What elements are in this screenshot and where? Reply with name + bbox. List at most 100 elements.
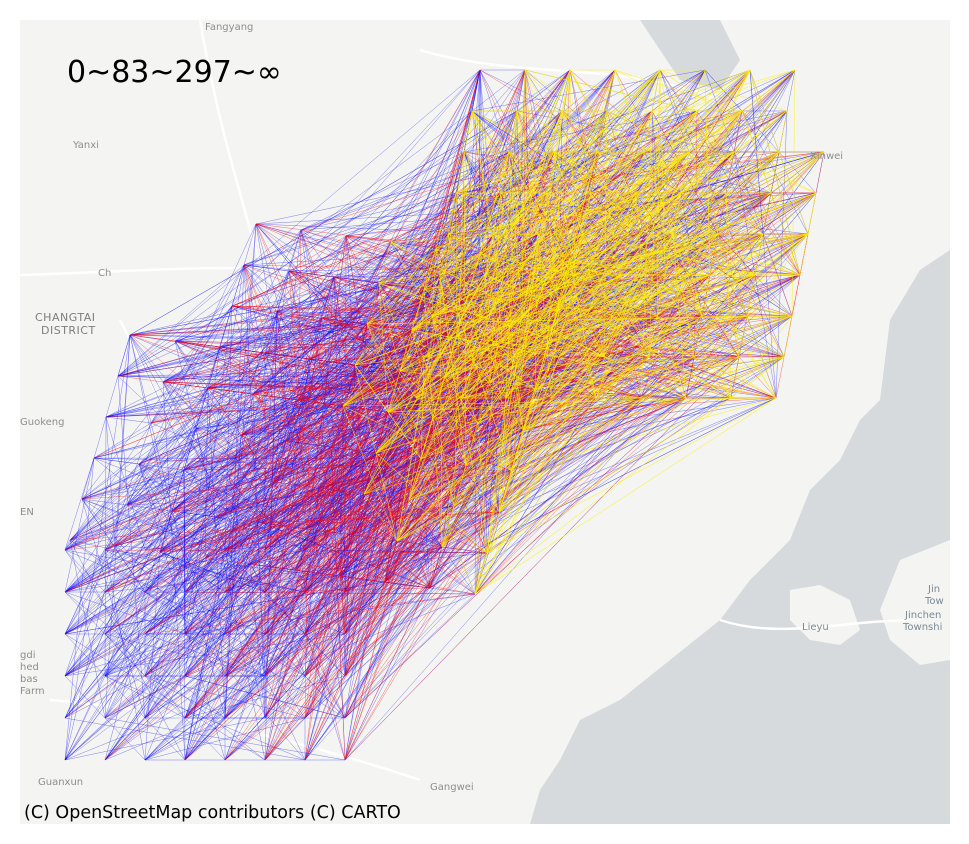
flow-line-2821 <box>465 110 518 466</box>
flow-line-1460 <box>344 356 695 719</box>
island-small <box>540 700 565 725</box>
flow-line-2987 <box>477 388 536 425</box>
flow-line-2239 <box>144 452 377 593</box>
flow-line-3062 <box>486 397 732 554</box>
flow-line-2001 <box>104 294 470 551</box>
flow-line-2731 <box>375 452 488 554</box>
flow-line-3040 <box>465 110 563 466</box>
flow-line-3411 <box>521 69 526 317</box>
flow-line-2692 <box>174 340 470 358</box>
flow-line-3365 <box>471 110 572 267</box>
flow-line-3083 <box>423 288 478 317</box>
flow-line-780 <box>105 416 152 424</box>
flow-line-3442 <box>411 329 479 425</box>
flow-line-1489 <box>184 633 226 677</box>
flow-line-3364 <box>582 233 756 276</box>
island-jinmen <box>880 540 950 665</box>
flow-line-1555 <box>64 557 206 677</box>
flow-line-3282 <box>741 110 801 276</box>
flow-line-2635 <box>105 397 462 418</box>
flow-line-2956 <box>342 151 510 407</box>
flow-line-2677 <box>224 528 308 551</box>
flow-line-2829 <box>378 69 751 284</box>
flow-line-3381 <box>537 110 608 235</box>
flow-line-2645 <box>126 315 613 506</box>
flow-line-3246 <box>693 233 764 358</box>
flow-line-3078 <box>534 388 597 399</box>
flow-line-2859 <box>363 151 780 495</box>
flow-line-3296 <box>411 192 682 331</box>
flow-line-3308 <box>558 274 711 308</box>
flow-line-3019 <box>396 315 703 542</box>
flow-line-3050 <box>534 274 756 390</box>
flow-line-3400 <box>590 151 690 194</box>
flow-line-1200 <box>144 557 206 593</box>
flow-line-2212 <box>396 192 772 542</box>
flow-line-3402 <box>680 151 780 194</box>
map-canvas[interactable] <box>20 20 950 824</box>
flow-line-1516 <box>264 546 443 635</box>
flow-line-1753 <box>64 233 449 551</box>
flow-line-3256 <box>378 282 605 358</box>
flow-line-3346 <box>366 69 661 325</box>
flow-line-1355 <box>144 563 251 719</box>
flow-line-3298 <box>471 110 502 194</box>
flow-line-670 <box>104 358 311 593</box>
flow-line-3194 <box>749 69 801 276</box>
flow-line-2704 <box>216 323 368 518</box>
flow-line-2709 <box>69 388 536 541</box>
flow-line-2556 <box>184 591 476 595</box>
flow-line-3164 <box>614 69 698 112</box>
flow-line-1065 <box>159 551 226 593</box>
flow-line-3446 <box>431 315 470 358</box>
flow-line-2379 <box>224 356 650 719</box>
flow-line-3155 <box>486 397 777 554</box>
flow-line-3258 <box>387 151 510 413</box>
flow-line-2919 <box>387 356 425 413</box>
flow-line-2774 <box>474 397 777 595</box>
flow-line-2343 <box>288 235 347 272</box>
flow-line-1303 <box>64 264 245 635</box>
map-panel[interactable]: Fangyang Yanxi Ch CHANGTAI DISTRICT Guok… <box>20 20 950 824</box>
flow-line-2693 <box>129 334 431 589</box>
flow-line-201 <box>64 334 131 761</box>
flow-line-244 <box>105 416 116 547</box>
flow-line-3399 <box>570 192 727 267</box>
flow-line-3223 <box>492 69 571 235</box>
flow-line-3229 <box>659 69 666 276</box>
flow-line-1708 <box>105 416 146 551</box>
flow-line-3274 <box>375 274 621 454</box>
flow-line-2083 <box>255 223 311 360</box>
flow-line-2668 <box>64 315 568 551</box>
flow-line-2097 <box>522 69 526 431</box>
flow-line-3244 <box>516 110 527 261</box>
flow-line-1160 <box>64 717 306 761</box>
flow-line-3345 <box>730 315 793 399</box>
flow-line-3180 <box>566 315 597 399</box>
place-label-guokeng: Guokeng <box>20 417 65 428</box>
flow-line-1215 <box>64 387 209 551</box>
place-label-jinchen: Jinchen <box>905 610 942 621</box>
flow-line-3343 <box>522 233 809 431</box>
flow-line-3435 <box>387 397 732 413</box>
flow-line-2601 <box>184 587 431 677</box>
flow-line-2320 <box>304 274 531 551</box>
flow-line-2142 <box>261 522 488 554</box>
flow-line-3440 <box>460 192 817 399</box>
flow-line-3419 <box>455 192 629 235</box>
flow-line-2413 <box>184 423 479 593</box>
flow-line-3361 <box>486 397 507 554</box>
flow-line-2235 <box>304 356 650 551</box>
flow-line-3378 <box>471 110 524 431</box>
flow-line-2656 <box>273 397 642 483</box>
flow-line-3367 <box>550 233 719 399</box>
flow-line-2702 <box>432 315 793 419</box>
flow-line-441 <box>471 69 526 112</box>
flow-line-316 <box>184 69 616 593</box>
sea-area <box>530 250 950 824</box>
flow-line-3415 <box>460 265 572 399</box>
flow-line-1486 <box>249 563 266 719</box>
flow-line-3185 <box>570 265 801 276</box>
flow-line-2629 <box>64 423 479 719</box>
place-label-fangyang: Fangyang <box>205 22 254 33</box>
